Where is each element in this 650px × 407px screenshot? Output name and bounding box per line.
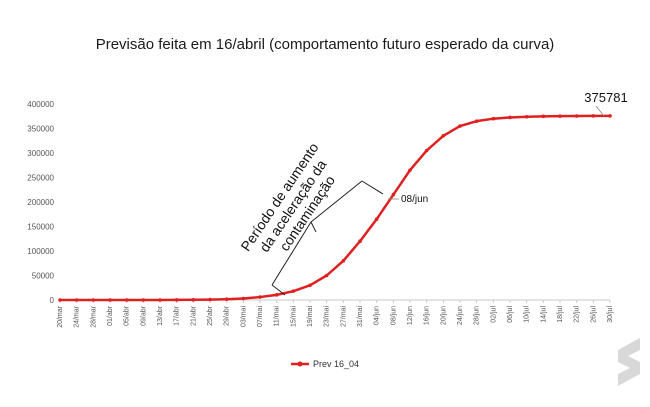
data-point	[191, 298, 196, 302]
legend-marker	[297, 361, 303, 367]
x-tick-label: 28/mar	[90, 305, 97, 327]
data-point	[291, 289, 296, 293]
data-point	[474, 119, 479, 123]
data-point	[458, 124, 462, 128]
x-tick-label: 30/jul	[607, 306, 614, 323]
x-tick-label: 10/jul	[524, 306, 531, 323]
y-tick-label: 0	[50, 296, 55, 305]
data-point	[224, 297, 229, 302]
y-tick-label: 400000	[27, 100, 54, 109]
data-point	[308, 283, 312, 288]
data-point	[408, 168, 412, 172]
legend-label: Prev 16_04	[313, 359, 359, 369]
data-point	[124, 298, 129, 302]
x-tick-label: 05/abr	[124, 305, 131, 326]
legend: Prev 16_04	[291, 359, 359, 369]
peak-callout-line	[595, 105, 605, 117]
x-tick-label: 28/jun	[474, 306, 481, 325]
x-tick-label: 01/abr	[107, 305, 114, 326]
y-tick-label: 50000	[32, 272, 55, 281]
x-tick-label: 14/jul	[540, 306, 547, 323]
data-point	[174, 298, 179, 302]
x-tick-label: 03/mai	[240, 306, 247, 327]
data-point	[424, 148, 429, 153]
data-point	[491, 116, 496, 121]
x-tick-label: 27/mai	[340, 306, 347, 327]
y-tick-label: 200000	[27, 198, 54, 207]
x-tick-label: 29/abr	[224, 305, 231, 326]
watermark-logo	[618, 338, 640, 386]
x-tick-label: 11/mai	[274, 306, 281, 327]
data-point	[274, 293, 279, 297]
y-tick-label: 100000	[27, 247, 54, 256]
series-line	[60, 114, 611, 302]
x-tick-label: 18/jul	[557, 306, 564, 323]
y-tick-label: 350000	[27, 125, 54, 134]
x-tick-label: 17/abr	[174, 305, 181, 326]
chart-title: Previsão feita em 16/abril (comportament…	[95, 36, 555, 53]
x-tick-label: 12/jun	[407, 306, 414, 325]
x-tick-label: 25/abr	[207, 305, 214, 326]
data-point	[524, 114, 529, 119]
data-point	[591, 114, 596, 118]
x-tick-label: 08/jun	[390, 306, 397, 325]
x-tick-label: 09/abr	[140, 305, 147, 326]
x-tick-label: 04/jun	[374, 306, 381, 325]
data-point	[258, 295, 262, 299]
data-point	[608, 114, 612, 118]
data-point	[241, 296, 246, 301]
data-point	[74, 298, 79, 302]
data-point	[108, 298, 112, 302]
x-tick-label: 06/jul	[507, 306, 514, 323]
data-point	[58, 298, 62, 302]
x-tick-label: 21/abr	[190, 305, 197, 326]
data-point	[508, 115, 512, 120]
data-point	[558, 114, 562, 118]
data-point	[141, 298, 146, 302]
bracket-annotation	[271, 180, 384, 296]
data-point	[158, 298, 162, 302]
x-tick-label: 13/abr	[157, 305, 164, 326]
x-tick-label: 16/jun	[424, 306, 431, 325]
x-tick-label: 24/mar	[74, 305, 81, 327]
y-tick-label: 150000	[27, 223, 54, 232]
x-tick-label: 15/mai	[290, 306, 297, 327]
x-tick-label: 20/jun	[440, 306, 447, 325]
y-tick-label: 300000	[27, 149, 54, 158]
data-point	[324, 273, 329, 278]
data-point	[358, 239, 362, 243]
x-tick-label: 19/mai	[307, 306, 314, 327]
inflection-label: 08/jun	[401, 194, 428, 205]
data-point	[91, 298, 96, 302]
y-tick-label: 250000	[27, 174, 54, 183]
x-tick-label: 24/jun	[457, 306, 464, 325]
y-axis-ticks: 0 50000 100000 150000 200000 250000 300000 3500…	[27, 100, 54, 305]
x-axis-ticks: 20/mar 24/mar 28/mar 01/abr 05/abr 09/abr 13/a…	[57, 300, 614, 328]
x-tick-label: 07/mai	[257, 306, 264, 327]
x-tick-label: 23/mai	[324, 306, 331, 327]
data-point	[441, 134, 446, 138]
data-point	[541, 114, 546, 119]
x-tick-label: 22/jul	[574, 306, 581, 323]
x-tick-label: 31/mai	[357, 306, 364, 327]
series-layer	[58, 114, 612, 302]
data-point	[341, 259, 346, 263]
x-tick-label: 02/jul	[490, 306, 497, 323]
data-point	[574, 114, 579, 118]
x-tick-label: 20/mar	[57, 305, 64, 327]
x-tick-label: 26/jul	[590, 306, 597, 323]
peak-value-label: 375781	[584, 90, 627, 105]
data-point	[208, 297, 212, 302]
data-point	[391, 192, 396, 197]
data-point	[374, 217, 379, 221]
